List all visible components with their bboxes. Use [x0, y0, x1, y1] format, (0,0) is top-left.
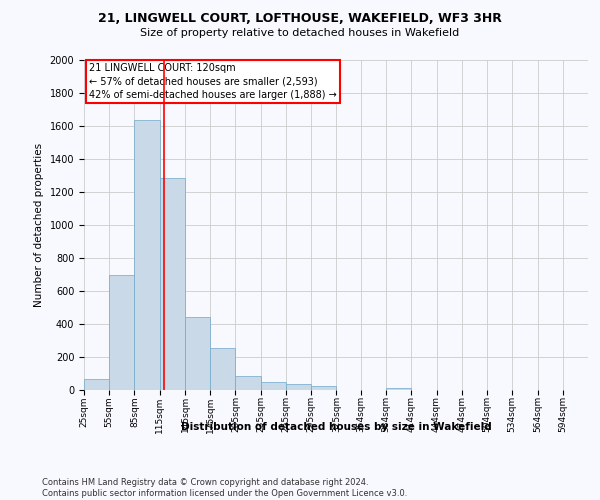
Text: Contains HM Land Registry data © Crown copyright and database right 2024.
Contai: Contains HM Land Registry data © Crown c… — [42, 478, 407, 498]
Bar — [311, 386, 337, 390]
Bar — [210, 348, 235, 390]
Bar — [386, 388, 412, 390]
Text: Size of property relative to detached houses in Wakefield: Size of property relative to detached ho… — [140, 28, 460, 38]
Bar — [84, 380, 109, 390]
Bar — [235, 376, 260, 390]
Bar — [109, 276, 134, 390]
Text: 21 LINGWELL COURT: 120sqm
← 57% of detached houses are smaller (2,593)
42% of se: 21 LINGWELL COURT: 120sqm ← 57% of detac… — [89, 64, 337, 100]
Bar — [185, 316, 210, 390]
Text: 21, LINGWELL COURT, LOFTHOUSE, WAKEFIELD, WF3 3HR: 21, LINGWELL COURT, LOFTHOUSE, WAKEFIELD… — [98, 12, 502, 26]
Y-axis label: Number of detached properties: Number of detached properties — [34, 143, 44, 307]
Bar — [160, 178, 185, 390]
Bar — [260, 382, 286, 390]
Bar — [134, 120, 160, 390]
Bar — [286, 384, 311, 390]
Text: Distribution of detached houses by size in Wakefield: Distribution of detached houses by size … — [181, 422, 491, 432]
